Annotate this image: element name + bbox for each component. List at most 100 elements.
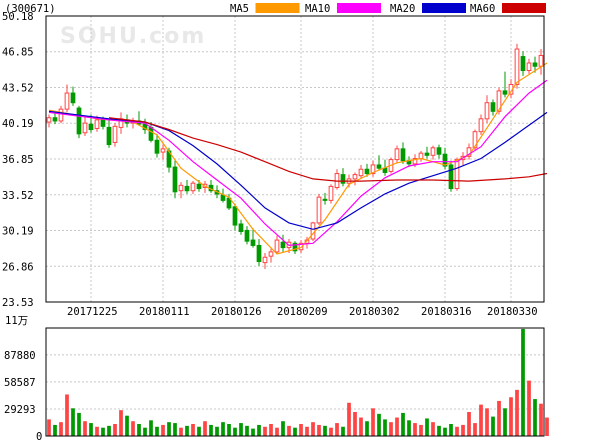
candle [82, 116, 88, 136]
candle-body [226, 197, 232, 209]
candle [52, 112, 58, 125]
candle [526, 58, 532, 74]
candle [298, 240, 304, 253]
volume-bar [185, 425, 189, 436]
candle-body [190, 182, 196, 192]
volume-bar [245, 425, 249, 436]
candle [58, 105, 64, 124]
candle-body [172, 166, 178, 193]
candle-body [514, 48, 520, 85]
price-tick-label: 33.52 [2, 190, 34, 202]
volume-bar [413, 423, 417, 436]
volume-bar [155, 426, 159, 436]
candle [160, 144, 166, 160]
volume-bar [65, 394, 69, 436]
candle-body [178, 184, 184, 192]
price-tick-label: 40.19 [2, 118, 34, 130]
candle [178, 182, 184, 199]
volume-bar [125, 415, 129, 436]
candle-body [250, 239, 256, 246]
candle-body [46, 117, 52, 123]
volume-bar [341, 426, 345, 436]
candle-body [148, 126, 154, 141]
moving-average-lines [48, 62, 548, 255]
volume-bar [365, 421, 369, 436]
volume-bar [407, 420, 411, 436]
ma-line-ma10 [48, 79, 548, 247]
candle [322, 192, 328, 205]
legend-label-ma60: MA60 [470, 3, 495, 15]
candle [418, 151, 424, 162]
volume-bar [395, 417, 399, 436]
volume-bar [389, 422, 393, 436]
candle [394, 145, 400, 163]
candle [280, 234, 286, 252]
volume-bar [143, 427, 147, 436]
volume-bar [215, 426, 219, 436]
candle-body [238, 223, 244, 232]
candle-body [532, 62, 538, 67]
volume-bar [425, 418, 429, 436]
date-tick-label: 20180316 [421, 306, 472, 318]
candle [478, 114, 484, 135]
candle-body [352, 174, 358, 180]
candle-body [418, 152, 424, 160]
candle [316, 193, 322, 226]
volume-tick-label: 0 [36, 431, 42, 440]
volume-bar [173, 423, 177, 436]
candle [370, 160, 376, 177]
volume-bar [515, 389, 519, 436]
volume-bar [485, 408, 489, 436]
candle-body [58, 108, 64, 122]
candle [256, 239, 262, 266]
candle [532, 56, 538, 73]
volume-bar [533, 399, 537, 436]
candle-body [496, 90, 502, 112]
candle-body [412, 158, 418, 165]
volume-bar [269, 424, 273, 436]
volume-unit-label: 11万 [5, 315, 28, 327]
date-tick-label: 20180330 [487, 306, 538, 318]
candle-body [106, 126, 112, 146]
candle-body [370, 164, 376, 175]
candle [184, 179, 190, 194]
candle-body [256, 244, 262, 263]
volume-bar [377, 413, 381, 436]
candle-body [328, 185, 334, 201]
candle-body [322, 198, 328, 201]
volume-bar [383, 419, 387, 436]
price-tick-label: 46.85 [2, 47, 34, 59]
volume-tick-label: 58587 [4, 377, 36, 389]
watermark: SOHU.com [60, 24, 206, 49]
legend-swatch-ma10 [337, 3, 381, 13]
volume-bar [521, 328, 525, 436]
volume-bar [545, 417, 549, 436]
candle [238, 219, 244, 235]
volume-bar [149, 420, 153, 436]
volume-bar [497, 400, 501, 436]
candle-body [538, 54, 544, 67]
candle [208, 179, 214, 193]
volume-bar [263, 426, 267, 436]
volume-bar [461, 424, 465, 436]
price-tick-label: 43.52 [2, 82, 34, 94]
candle-body [154, 139, 160, 154]
volume-bar [353, 412, 357, 436]
volume-bar [59, 422, 63, 436]
candle-body [472, 131, 478, 149]
volume-panel-frame [45, 327, 545, 437]
volume-bar [251, 428, 255, 436]
candle-body [268, 251, 274, 257]
candle-body [76, 107, 82, 135]
candle [142, 118, 148, 134]
candle [262, 252, 268, 270]
candle-body [358, 168, 364, 177]
candle-body [94, 119, 100, 129]
candle [514, 43, 520, 89]
candle-body [520, 56, 526, 72]
price-gridlines [46, 16, 544, 302]
candle-body [364, 168, 370, 175]
candle [424, 146, 430, 159]
volume-bar [197, 426, 201, 436]
ma-line-ma20 [48, 110, 548, 230]
